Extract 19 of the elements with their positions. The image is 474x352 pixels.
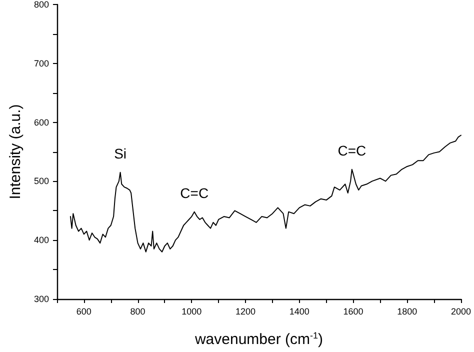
x-tick-label: 600 [76, 306, 92, 316]
x-tick-label: 800 [130, 306, 146, 316]
y-tick-label: 800 [34, 0, 49, 10]
y-tick-label: 700 [34, 58, 49, 68]
annotation: C=C [338, 142, 366, 158]
x-tick-label: 2000 [450, 306, 472, 316]
x-tick-label: 1600 [343, 306, 364, 316]
y-tick-label: 500 [34, 176, 49, 186]
y-axis-title: Intensity (a.u.) [7, 104, 24, 200]
x-tick-label: 1200 [236, 306, 256, 316]
x-tick-label: 1000 [182, 306, 202, 316]
y-tick-label: 600 [34, 117, 49, 128]
y-tick-label: 400 [34, 235, 49, 246]
x-tick-label: 1400 [289, 306, 310, 316]
annotation: Si [114, 145, 127, 162]
annotation: C=C [180, 184, 209, 201]
y-tick-label: 300 [34, 294, 49, 304]
line-series [70, 134, 462, 252]
x-tick-label: 1800 [397, 306, 418, 316]
